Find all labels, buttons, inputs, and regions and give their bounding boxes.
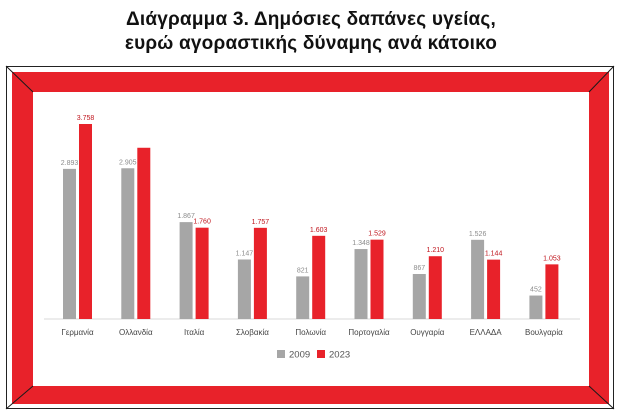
legend: 2009 2023 [277,350,350,361]
corner-line-top-left [5,65,34,93]
data-label-2023-5: 1.603 [310,227,328,234]
data-label-2009-1: 2.893 [61,160,79,167]
category-label-1: Γερμανία [61,328,94,337]
category-label-6: Πορτογαλία [348,328,390,337]
frame-corner-lines [5,65,615,410]
data-label-2009-9: 452 [530,287,542,294]
bar-2009-5 [296,276,310,319]
legend-swatch-2009 [277,350,285,358]
data-label-2009-7: 867 [413,265,425,272]
data-label-2023-3: 1.760 [193,219,211,226]
category-label-5: Πολωνία [295,328,326,337]
category-label-3: Ιταλία [184,328,205,337]
data-label-2009-4: 1.147 [236,250,254,257]
bar-2009-7 [412,274,426,319]
corner-line-bottom-left [5,385,34,410]
bar-2023-3 [195,227,209,319]
data-label-2023-8: 1.144 [485,251,503,258]
corner-line-bottom-right [588,385,615,410]
data-label-2023-1: 3.758 [77,115,95,122]
bar-2009-1 [63,168,76,319]
category-label-9: Βουλγαρία [525,328,563,337]
data-label-2023-9: 1.053 [543,255,561,262]
category-label-8: ΕΛΛΑΔΑ [470,328,503,337]
category-label-2: Ολλανδία [119,328,153,337]
category-label-7: Ουγγαρία [410,328,445,337]
bar-2023-4 [253,227,267,319]
data-label-2023-4: 1.757 [252,219,270,226]
bar-2023-1 [79,124,92,319]
bar-2023-6 [370,239,384,319]
bar-2009-6 [354,249,368,319]
bar-2023-2 [137,147,151,319]
legend-label-2009: 2009 [289,350,310,361]
bar-2009-9 [529,295,543,319]
bar-2009-8 [471,239,485,319]
legend-label-2023: 2023 [329,350,350,361]
legend-swatch-2023 [317,350,325,358]
bar-2023-7 [428,256,442,319]
bar-2009-3 [179,222,193,319]
corner-line-top-right [588,65,615,93]
data-label-2009-8: 1.526 [469,231,487,238]
data-label-2009-2: 2.905 [119,159,137,166]
bar-2023-8 [487,259,501,319]
bar-2023-5 [312,235,326,319]
category-label-4: Σλοβακία [236,328,269,337]
data-label-2009-5: 821 [297,267,309,274]
data-label-2023-7: 1.210 [427,247,445,254]
bar-2009-4 [237,259,251,319]
data-label-2023-6: 1.529 [368,231,386,238]
bar-2023-9 [545,264,559,319]
data-label-2009-6: 1.348 [352,240,370,247]
data-label-2009-3: 1.867 [177,213,195,220]
chart-title-line1: Διάγραμμα 3. Δημόσιες δαπάνες υγείας, [126,9,496,30]
bar-2009-2 [121,168,135,319]
chart-title-line2: ευρώ αγοραστικής δύναμης ανά κάτοικο [124,33,498,54]
